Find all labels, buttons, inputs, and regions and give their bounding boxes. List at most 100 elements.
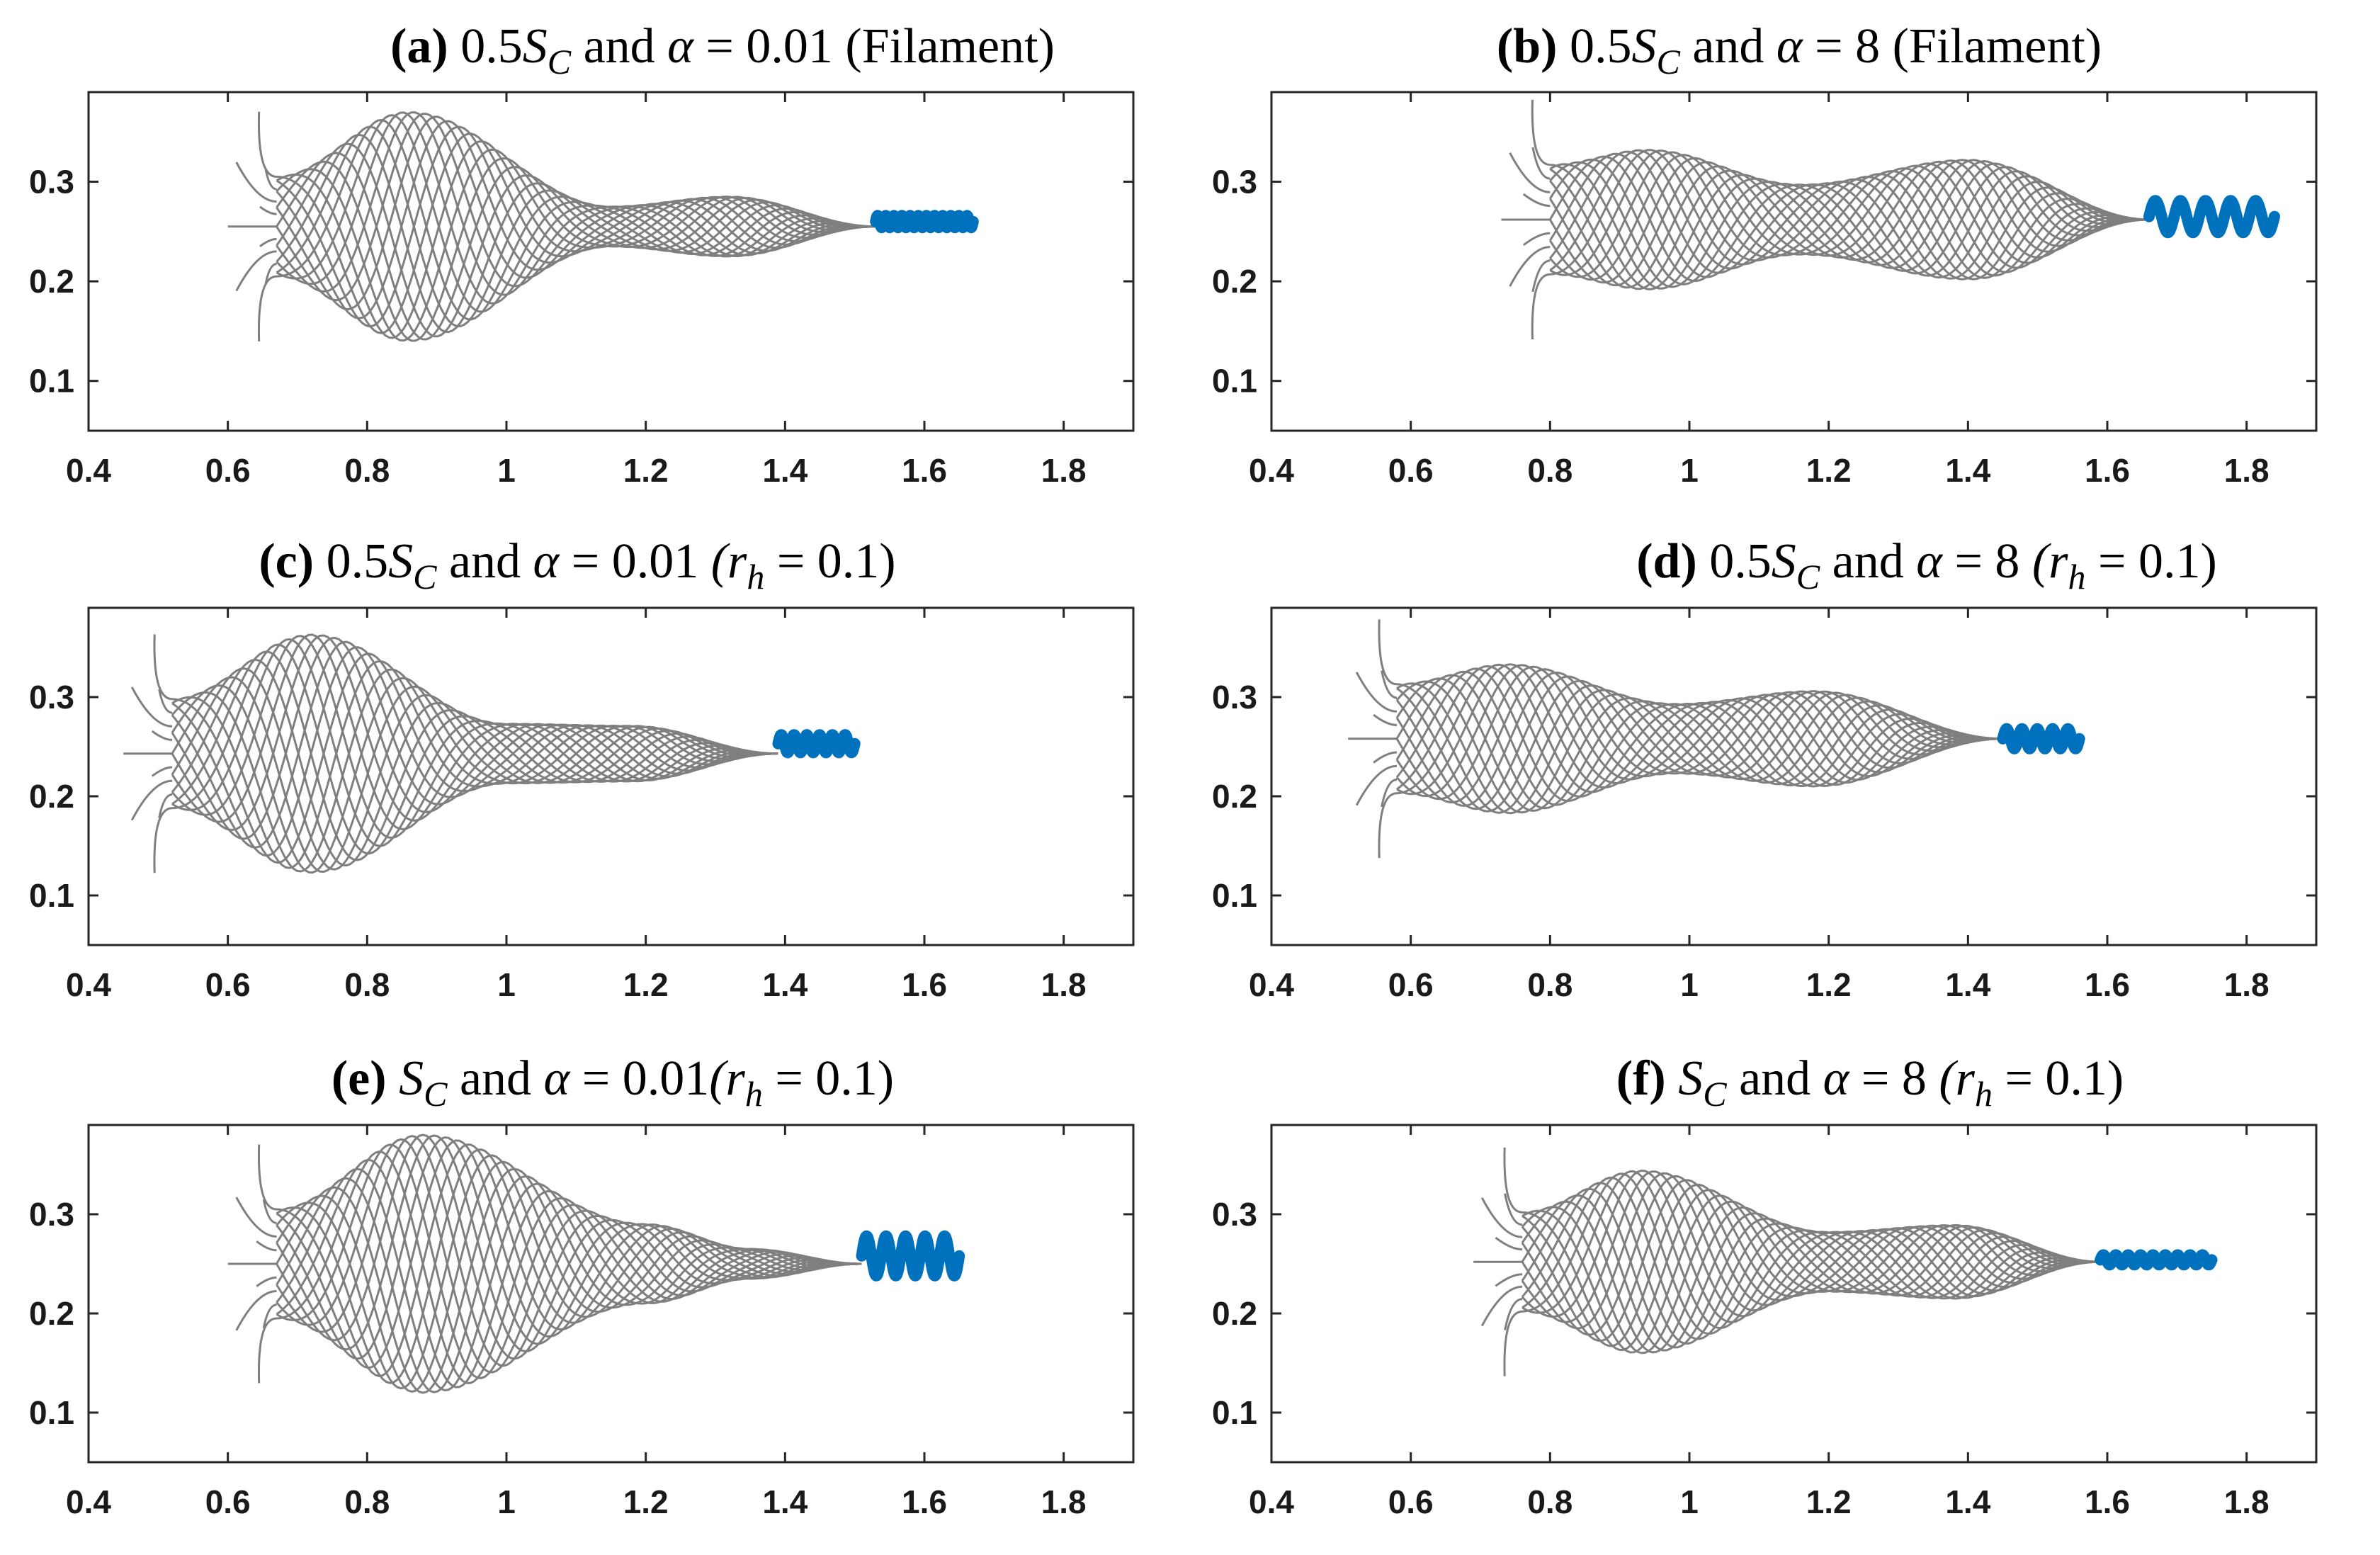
waveform-line bbox=[276, 1133, 862, 1360]
waveform-line bbox=[1396, 682, 2003, 815]
y-tick-label: 0.3 bbox=[1212, 164, 1257, 200]
hair-line bbox=[1522, 232, 1551, 247]
title-s-sub: C bbox=[424, 1074, 448, 1114]
waveform-line bbox=[276, 1136, 862, 1360]
y-tick-label: 0.3 bbox=[29, 679, 74, 716]
hair-line bbox=[130, 779, 173, 821]
plot-area bbox=[227, 111, 979, 342]
plot-area bbox=[1473, 1147, 2218, 1376]
waveform-line bbox=[1396, 665, 2003, 798]
title-s: S bbox=[1678, 1051, 1703, 1106]
waveform-line bbox=[171, 635, 778, 839]
hair-line bbox=[257, 1144, 277, 1211]
y-tick-label: 0.1 bbox=[29, 363, 74, 400]
panel-letter: (f) bbox=[1616, 1051, 1666, 1106]
panel-letter: (a) bbox=[390, 19, 448, 74]
panel-c: 0.4 0.6 0.8 1 1.2 1.4 1.6 1.8 0.1 0.2 0.3 (c) 0.5SC… bbox=[29, 534, 1135, 1003]
hair-line bbox=[151, 730, 173, 741]
waveform-line bbox=[276, 1167, 862, 1394]
title-rh-eq: = 0.1) bbox=[764, 534, 895, 589]
title-s: S bbox=[1631, 19, 1656, 74]
x-tick-label: 1.4 bbox=[1945, 1483, 1990, 1520]
hair-line bbox=[1509, 246, 1551, 287]
x-tick-label: 0.6 bbox=[1388, 966, 1434, 1003]
hair-line bbox=[257, 1317, 277, 1384]
title-prefix: 0.5 bbox=[448, 19, 523, 74]
waveform-line bbox=[1521, 1200, 2101, 1355]
waveform-line bbox=[171, 650, 778, 861]
hair-line bbox=[151, 766, 173, 777]
hair-line bbox=[153, 634, 173, 701]
title-eq: = 8 bbox=[1942, 534, 2032, 589]
hair-line bbox=[264, 263, 277, 284]
waveform-line bbox=[1549, 158, 2150, 285]
title-s-sub: C bbox=[1656, 42, 1680, 81]
waveform-line bbox=[1395, 677, 2003, 813]
x-tick-label: 1 bbox=[497, 452, 516, 489]
x-tick-label: 1.4 bbox=[762, 452, 808, 489]
hair-line bbox=[1355, 764, 1398, 806]
hair-line bbox=[1381, 670, 1398, 699]
waveform-line bbox=[171, 643, 778, 855]
x-tick-label: 0.8 bbox=[1527, 966, 1572, 1003]
x-tick-label: 1.6 bbox=[2085, 452, 2130, 489]
x-tick-label: 1.8 bbox=[2224, 1483, 2270, 1520]
helix-tail bbox=[1997, 723, 2085, 754]
waveform-line bbox=[1522, 1189, 2101, 1352]
x-tick-label: 1.8 bbox=[1041, 966, 1087, 1003]
y-tick-label: 0.1 bbox=[1212, 363, 1257, 400]
waveform-line bbox=[1396, 683, 2003, 814]
waveform-line bbox=[276, 1158, 862, 1389]
x-tick-label: 1.6 bbox=[2085, 966, 2130, 1003]
waveform-line bbox=[171, 667, 778, 871]
panel-e: 0.4 0.6 0.8 1 1.2 1.4 1.6 1.8 0.1 0.2 0.3 (e) SC an… bbox=[29, 1051, 1135, 1520]
hair-line bbox=[1503, 1310, 1523, 1376]
title-s: S bbox=[399, 1051, 424, 1106]
panel-title: (f) SC and α = 8 (rh = 0.1) bbox=[1616, 1051, 2124, 1114]
y-tick-label: 0.2 bbox=[1212, 1295, 1257, 1332]
y-tick-label: 0.2 bbox=[1212, 263, 1257, 300]
waveform-line bbox=[1549, 159, 2150, 288]
waveform-line bbox=[1549, 155, 2149, 283]
x-tick-label: 0.4 bbox=[66, 1483, 111, 1520]
waveform-line bbox=[171, 676, 778, 873]
waveform-line bbox=[1395, 667, 2003, 803]
plot-area bbox=[123, 633, 861, 874]
x-tick-label: 1 bbox=[1680, 966, 1699, 1003]
hair-line bbox=[262, 1199, 277, 1224]
title-rh-eq: = 0.1) bbox=[2086, 534, 2217, 589]
x-tick-label: 1 bbox=[1680, 452, 1699, 489]
hair-line bbox=[1531, 99, 1551, 166]
hair-line bbox=[1503, 1147, 1523, 1214]
waveform-line bbox=[171, 652, 778, 864]
title-and: and bbox=[1680, 19, 1776, 74]
hair-line bbox=[1504, 1193, 1523, 1226]
x-tick-label: 0.8 bbox=[344, 452, 390, 489]
waveform-line bbox=[276, 148, 876, 342]
hair-line bbox=[235, 250, 277, 292]
title-rh-sub: h bbox=[2068, 557, 2086, 596]
hair-line bbox=[130, 686, 173, 728]
x-tick-label: 0.4 bbox=[1249, 1483, 1294, 1520]
waveform-line bbox=[171, 658, 778, 867]
waveform-line bbox=[171, 677, 778, 874]
x-tick-label: 0.4 bbox=[1249, 966, 1294, 1003]
title-s: S bbox=[1772, 534, 1796, 589]
waveform-line bbox=[276, 1167, 862, 1392]
waveform-line bbox=[1549, 150, 2149, 277]
helix-tail bbox=[772, 729, 861, 759]
waveform-line bbox=[276, 157, 876, 342]
title-and: and bbox=[1727, 1051, 1823, 1106]
title-and: and bbox=[1820, 534, 1916, 589]
waveform-line bbox=[1521, 1182, 2101, 1345]
x-tick-label: 0.6 bbox=[1388, 452, 1434, 489]
x-tick-label: 1.8 bbox=[1041, 452, 1087, 489]
x-tick-label: 1.6 bbox=[902, 1483, 947, 1520]
hair-line bbox=[1509, 152, 1551, 193]
title-suffix: (Filament) bbox=[1893, 19, 2102, 74]
hair-line bbox=[1381, 779, 1398, 808]
x-tick-label: 0.8 bbox=[344, 1483, 390, 1520]
axes-box bbox=[1270, 91, 2318, 432]
helix-tail bbox=[2095, 1249, 2218, 1271]
